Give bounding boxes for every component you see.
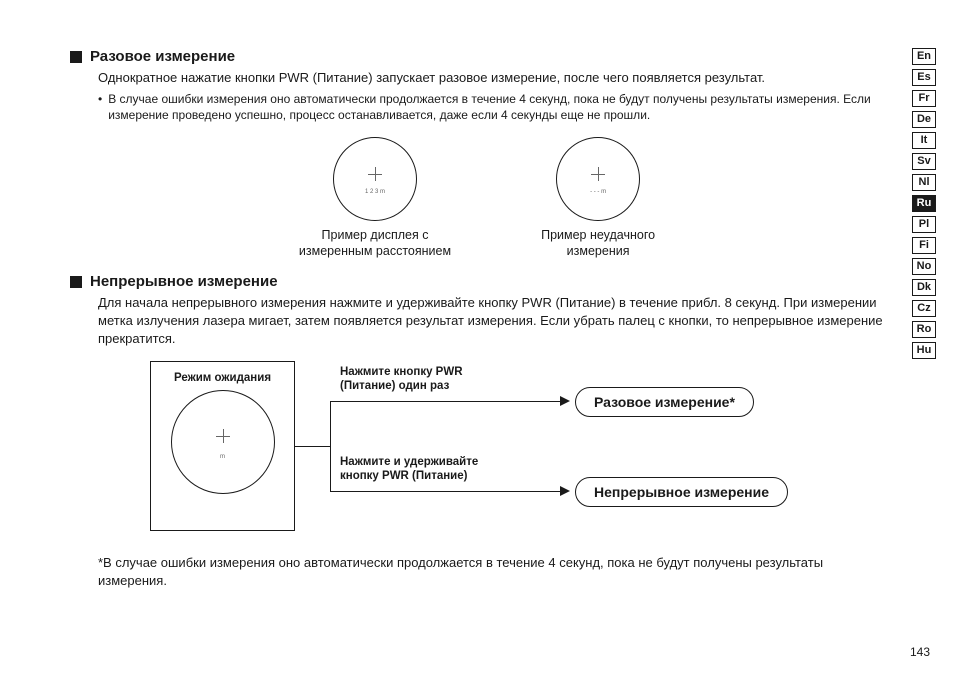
scope-reading: 1 2 3 m xyxy=(365,189,385,195)
standby-label: Режим ожидания xyxy=(174,372,271,384)
lang-tab-cz[interactable]: Cz xyxy=(912,300,936,317)
section-body: Однократное нажатие кнопки PWR (Питание)… xyxy=(98,69,884,87)
action-label: Нажмите кнопку PWR (Питание) один раз xyxy=(340,365,463,394)
arrow-icon xyxy=(560,396,570,406)
lang-tab-hu[interactable]: Hu xyxy=(912,342,936,359)
lang-tab-en[interactable]: En xyxy=(912,48,936,65)
standby-box: Режим ожидания m xyxy=(150,361,295,531)
lang-tab-fi[interactable]: Fi xyxy=(912,237,936,254)
label-line: кнопку PWR (Питание) xyxy=(340,470,467,482)
label-line: (Питание) один раз xyxy=(340,380,449,392)
caption-line: измерения xyxy=(567,244,630,258)
lang-tab-nl[interactable]: Nl xyxy=(912,174,936,191)
section-title: Разовое измерение xyxy=(90,48,235,65)
label-line: Нажмите кнопку PWR xyxy=(340,366,463,378)
connector-line xyxy=(330,401,560,402)
lang-tab-de[interactable]: De xyxy=(912,111,936,128)
display-caption: Пример дисплея с измеренным расстоянием xyxy=(299,227,451,260)
connector-line xyxy=(295,446,330,447)
language-tabs: En Es Fr De It Sv Nl Ru Pl Fi No Dk Cz Ro Hu xyxy=(912,48,936,359)
page-number: 143 xyxy=(910,645,930,659)
manual-page: En Es Fr De It Sv Nl Ru Pl Fi No Dk Cz Ro Hu Разовое и… xyxy=(0,0,954,677)
label-line: Нажмите и удерживайте xyxy=(340,456,478,468)
bullet-square-icon xyxy=(70,276,82,288)
scope-reading: m xyxy=(220,454,225,460)
lang-tab-fr[interactable]: Fr xyxy=(912,90,936,107)
scope-icon: 1 2 3 m xyxy=(333,137,417,221)
lang-tab-ru[interactable]: Ru xyxy=(912,195,936,212)
lang-tab-ro[interactable]: Ro xyxy=(912,321,936,338)
flowchart: Режим ожидания m Нажмите кнопку PWR (Пит… xyxy=(150,361,884,536)
bullet-dot-icon: • xyxy=(98,91,102,123)
scope-icon: - - - m xyxy=(556,137,640,221)
section-body: Для начала непрерывного измерения нажмит… xyxy=(98,294,884,347)
display-fail: - - - m Пример неудачного измерения xyxy=(541,137,655,260)
lang-tab-pl[interactable]: Pl xyxy=(912,216,936,233)
lang-tab-no[interactable]: No xyxy=(912,258,936,275)
lang-tab-es[interactable]: Es xyxy=(912,69,936,86)
caption-line: Пример неудачного xyxy=(541,228,655,242)
section-header-single: Разовое измерение xyxy=(70,48,884,65)
scope-icon: m xyxy=(171,390,275,494)
lang-tab-sv[interactable]: Sv xyxy=(912,153,936,170)
caption-line: Пример дисплея с xyxy=(322,228,429,242)
result-pill-continuous: Непрерывное измерение xyxy=(575,477,788,507)
footnote: *В случае ошибки измерения оно автоматич… xyxy=(98,554,884,589)
action-label: Нажмите и удерживайте кнопку PWR (Питани… xyxy=(340,455,478,484)
display-examples: 1 2 3 m Пример дисплея с измеренным расс… xyxy=(70,137,884,260)
bullet-text: В случае ошибки измерения оно автоматиче… xyxy=(108,91,884,123)
result-pill-single: Разовое измерение* xyxy=(575,387,754,417)
section-continuous: Непрерывное измерение Для начала непреры… xyxy=(70,273,884,347)
section-title: Непрерывное измерение xyxy=(90,273,278,290)
connector-line xyxy=(330,491,560,492)
bullet-square-icon xyxy=(70,51,82,63)
section-header-continuous: Непрерывное измерение xyxy=(70,273,884,290)
bullet-item: • В случае ошибки измерения оно автомати… xyxy=(98,91,884,123)
arrow-icon xyxy=(560,486,570,496)
scope-reading: - - - m xyxy=(590,189,606,195)
display-caption: Пример неудачного измерения xyxy=(541,227,655,260)
lang-tab-dk[interactable]: Dk xyxy=(912,279,936,296)
display-success: 1 2 3 m Пример дисплея с измеренным расс… xyxy=(299,137,451,260)
connector-line xyxy=(330,401,331,491)
lang-tab-it[interactable]: It xyxy=(912,132,936,149)
caption-line: измеренным расстоянием xyxy=(299,244,451,258)
